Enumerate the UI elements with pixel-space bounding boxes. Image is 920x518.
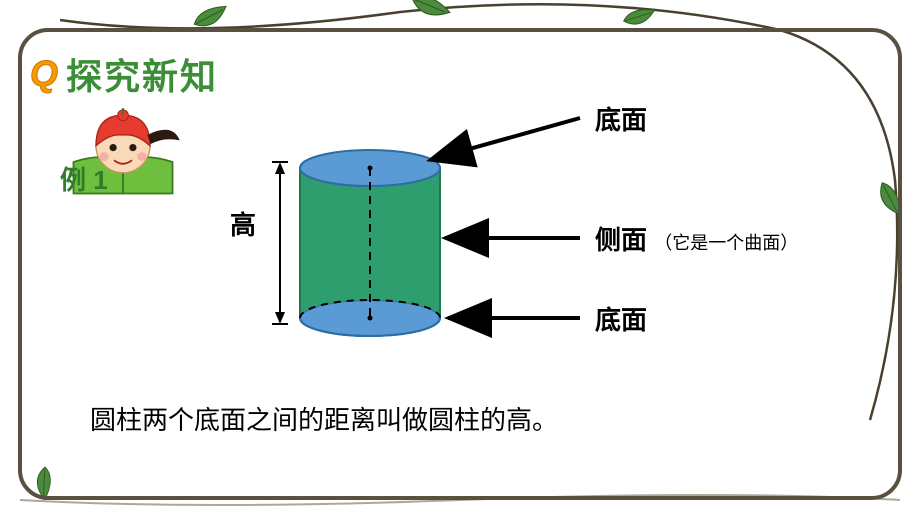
page-title: 探究新知 — [66, 48, 218, 100]
title-block: Q 探究新知 — [30, 48, 218, 100]
side-text: 侧面 — [595, 225, 647, 255]
example-label: 例 1 — [60, 160, 108, 197]
bottom-base-label: 底面 — [595, 300, 647, 337]
q-icon: Q — [30, 53, 58, 95]
cylinder-diagram: 高 底面 侧面 （它是一个曲面） 底面 — [230, 100, 850, 360]
height-label: 高 — [230, 205, 256, 242]
side-label: 侧面 （它是一个曲面） — [595, 220, 798, 257]
top-base-text: 底面 — [595, 105, 647, 135]
side-note-text: （它是一个曲面） — [654, 233, 798, 253]
top-base-label: 底面 — [595, 100, 647, 137]
caption-text: 圆柱两个底面之间的距离叫做圆柱的高。 — [90, 400, 558, 437]
bottom-base-text: 底面 — [595, 305, 647, 335]
